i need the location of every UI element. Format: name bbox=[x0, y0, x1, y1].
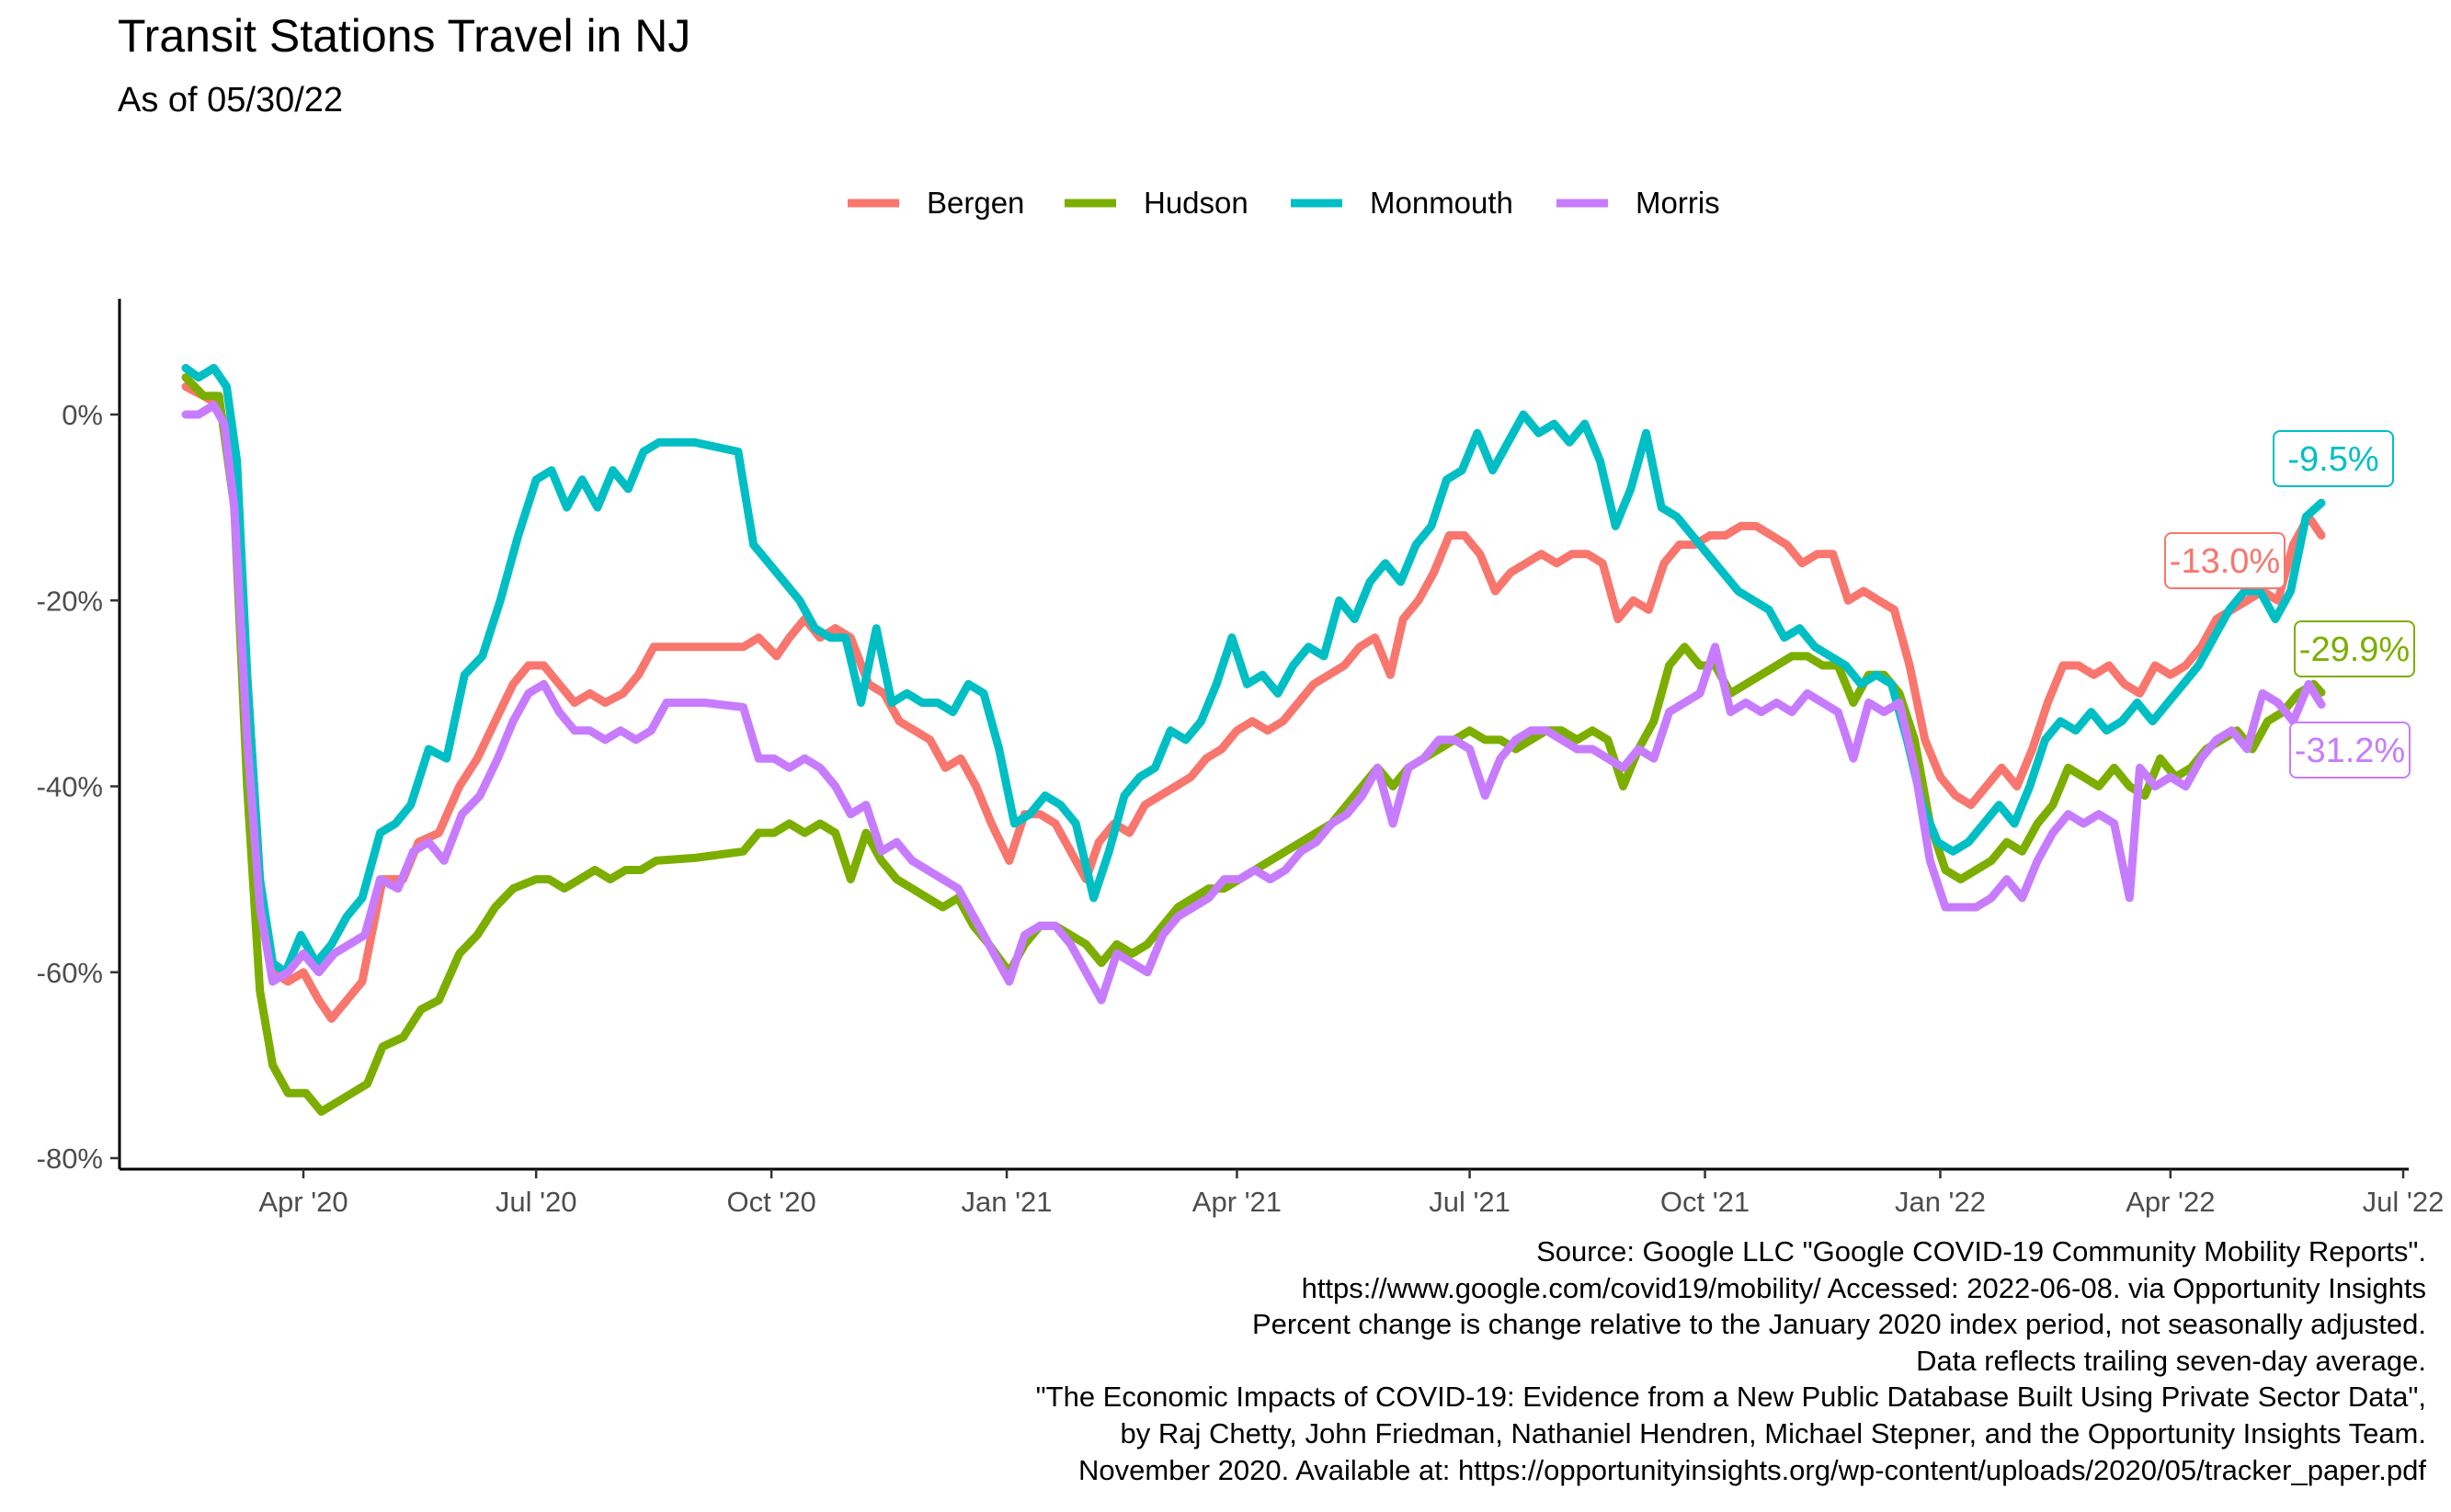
end-label-monmouth: -9.5% bbox=[2273, 430, 2394, 487]
legend-label: Hudson bbox=[1144, 186, 1248, 220]
legend-label: Morris bbox=[1636, 186, 1720, 220]
svg-text:-31.2%: -31.2% bbox=[2295, 732, 2405, 770]
series-line-hudson bbox=[181, 373, 2326, 1116]
x-tick-label: Jan '22 bbox=[1895, 1186, 1986, 1218]
svg-text:-13.0%: -13.0% bbox=[2170, 542, 2280, 581]
x-tick-label: Jul '22 bbox=[2363, 1186, 2445, 1218]
caption-line: Source: Google LLC "Google COVID-19 Comm… bbox=[1536, 1235, 2426, 1268]
y-tick-label: 0% bbox=[62, 399, 103, 431]
end-labels: -13.0% -29.9% -9.5% -31.2% bbox=[2164, 430, 2415, 779]
end-label-morris: -31.2% bbox=[2289, 722, 2411, 779]
series-lines bbox=[181, 363, 2326, 1116]
chart-title: Transit Stations Travel in NJ bbox=[118, 10, 691, 62]
legend-item-morris: Morris bbox=[1556, 186, 1720, 220]
x-tick-label: Jan '21 bbox=[962, 1186, 1053, 1218]
svg-text:-9.5%: -9.5% bbox=[2287, 440, 2378, 479]
x-tick-label: Jul '21 bbox=[1429, 1186, 1510, 1218]
y-tick-label: -60% bbox=[37, 957, 103, 989]
y-tick-label: -80% bbox=[37, 1143, 103, 1175]
x-tick-label: Apr '20 bbox=[258, 1186, 348, 1218]
series-line-bergen bbox=[181, 382, 2326, 1023]
chart-subtitle: As of 05/30/22 bbox=[118, 81, 344, 119]
legend: Bergen Hudson Monmouth Morris bbox=[848, 186, 1720, 220]
caption-line: by Raj Chetty, John Friedman, Nathaniel … bbox=[1120, 1416, 2426, 1449]
legend-item-hudson: Hudson bbox=[1065, 186, 1248, 220]
caption-line: November 2020. Available at: https://opp… bbox=[1078, 1453, 2426, 1486]
x-tick-label: Jul '20 bbox=[496, 1186, 577, 1218]
x-tick-label: Apr '22 bbox=[2126, 1186, 2215, 1218]
caption-line: Percent change is change relative to the… bbox=[1251, 1308, 2426, 1341]
series-line-monmouth bbox=[181, 363, 2326, 977]
legend-item-monmouth: Monmouth bbox=[1291, 186, 1513, 220]
x-tick-label: Oct '21 bbox=[1660, 1186, 1750, 1218]
end-label-bergen: -13.0% bbox=[2164, 532, 2286, 589]
legend-item-bergen: Bergen bbox=[848, 186, 1024, 220]
series-line-morris bbox=[181, 401, 2326, 1005]
legend-label: Monmouth bbox=[1370, 186, 1513, 220]
y-tick-label: -20% bbox=[37, 585, 103, 617]
axes: 0% -20% -40% -60% -80% Apr '20 Jul '20 Oct '20 J… bbox=[37, 299, 2445, 1218]
svg-text:-29.9%: -29.9% bbox=[2299, 631, 2410, 669]
caption-line: Data reflects trailing seven-day average… bbox=[1916, 1344, 2426, 1377]
end-label-hudson: -29.9% bbox=[2294, 620, 2415, 677]
caption-line: https://www.google.com/covid19/mobility/… bbox=[1301, 1271, 2426, 1304]
x-tick-label: Apr '21 bbox=[1192, 1186, 1282, 1218]
line-chart: Bergen Hudson Monmouth Morris 0% -20% -40% -60… bbox=[37, 186, 2445, 1218]
source-caption: Source: Google LLC "Google COVID-19 Comm… bbox=[1036, 1233, 2426, 1488]
y-tick-label: -40% bbox=[37, 771, 103, 803]
x-tick-label: Oct '20 bbox=[726, 1186, 815, 1218]
caption-line: "The Economic Impacts of COVID-19: Evide… bbox=[1035, 1381, 2426, 1414]
legend-label: Bergen bbox=[927, 186, 1024, 220]
